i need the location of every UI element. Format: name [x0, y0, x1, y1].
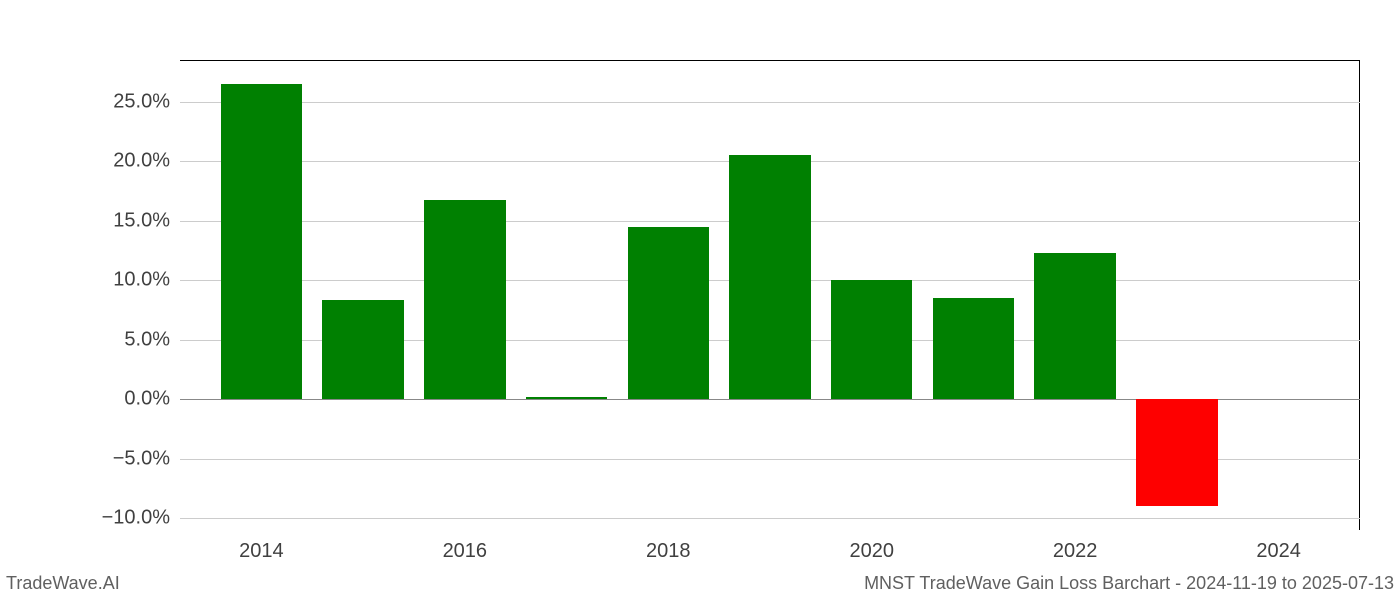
gridline — [180, 518, 1360, 519]
x-tick-label: 2022 — [1053, 540, 1098, 563]
y-tick-label: 0.0% — [70, 388, 170, 411]
bar — [729, 155, 810, 399]
x-tick-label: 2014 — [239, 540, 284, 563]
gridline — [180, 102, 1360, 103]
watermark-left: TradeWave.AI — [6, 573, 120, 594]
y-tick-label: −10.0% — [70, 507, 170, 530]
y-tick-label: 5.0% — [70, 328, 170, 351]
bar — [831, 280, 912, 399]
y-tick-label: −5.0% — [70, 447, 170, 470]
bar — [221, 84, 302, 399]
bar — [628, 227, 709, 400]
y-tick-label: 25.0% — [70, 90, 170, 113]
bar — [526, 397, 607, 399]
watermark-right: MNST TradeWave Gain Loss Barchart - 2024… — [864, 573, 1394, 594]
chart-plot-area — [180, 60, 1360, 530]
bar — [1136, 399, 1217, 506]
x-tick-label: 2024 — [1256, 540, 1301, 563]
bar — [424, 200, 505, 399]
bar — [322, 300, 403, 399]
y-tick-label: 10.0% — [70, 269, 170, 292]
bar — [933, 298, 1014, 399]
y-tick-label: 20.0% — [70, 150, 170, 173]
y-tick-label: 15.0% — [70, 209, 170, 232]
bar — [1034, 253, 1115, 399]
x-tick-label: 2020 — [849, 540, 894, 563]
x-tick-label: 2016 — [443, 540, 488, 563]
x-tick-label: 2018 — [646, 540, 691, 563]
